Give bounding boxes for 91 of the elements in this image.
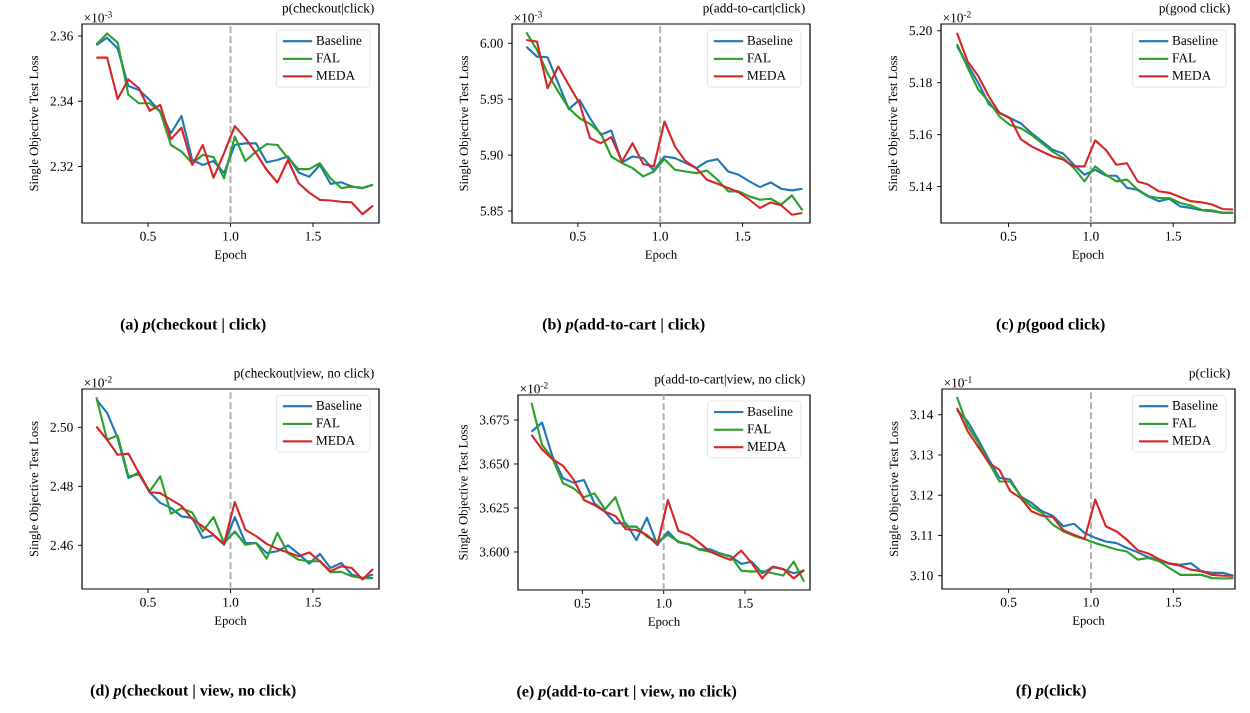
line-series (525, 45, 804, 192)
y-tick-label: 5.85 (480, 206, 503, 216)
y-tick-label: 2.36 (50, 31, 73, 41)
text: (e) p(add-to-cart | view, no click) (517, 685, 737, 700)
legend-label: MEDA (1172, 70, 1212, 80)
text: (f) p(click) (1016, 684, 1086, 699)
y-axis-title: Single Objective Test Loss (29, 55, 41, 191)
legend-label: FAL (316, 53, 340, 63)
text: (b) p(add-to-cart | click) (542, 318, 705, 333)
x-tick-label: 1.0 (1083, 231, 1099, 241)
y-tick-label: 3.10 (910, 571, 933, 581)
x-tick-label: 0.5 (574, 598, 591, 608)
text: ×10$^{-3}$ (514, 11, 542, 23)
y-axis-title: Single Objective Test Loss (459, 55, 471, 191)
text: ×10$^{-2}$ (943, 11, 971, 23)
y-tick-label: 3.11 (911, 530, 933, 540)
y-tick-label: 3.12 (910, 490, 933, 500)
x-tick-label: 1.0 (223, 597, 239, 607)
x-tick-label: 0.5 (140, 231, 156, 241)
y-tick-label: 5.18 (909, 78, 932, 88)
text: ×10$^{-1}$ (944, 376, 972, 388)
x-tick-label: 1.5 (737, 598, 753, 608)
text: (a) p(checkout | click) (120, 318, 266, 333)
x-tick-label: 1.0 (1083, 597, 1099, 607)
x-tick-label: 1.5 (1166, 231, 1182, 241)
chart-subtitle: p(checkout|click) (282, 3, 374, 16)
x-tick-label: 1.5 (305, 231, 321, 241)
y-tick-label: 5.20 (909, 26, 932, 36)
legend-label: MEDA (1172, 435, 1212, 445)
text: ×10$^{-2}$ (84, 376, 112, 388)
y-axis-title: Single Objective Test Loss (888, 55, 900, 191)
x-tick-label: 1.5 (735, 231, 751, 241)
text: (c) p(good click) (996, 318, 1105, 333)
y-axis-title: Single Objective Test Loss (458, 424, 471, 560)
legend-label: MEDA (747, 70, 787, 80)
x-axis-title: Epoch (1072, 249, 1105, 262)
x-tick-label: 1.5 (1166, 597, 1182, 607)
text: ×10$^{-2}$ (520, 382, 548, 394)
y-tick-label: 5.14 (909, 182, 933, 192)
y-axis-title: Single Objective Test Loss (29, 421, 41, 557)
legend-label: FAL (1172, 53, 1196, 63)
x-axis-title: Epoch (1072, 615, 1105, 628)
x-tick-label: 0.5 (570, 231, 586, 241)
legend-label: FAL (747, 53, 771, 63)
y-tick-label: 3.13 (910, 450, 933, 460)
legend-label: Baseline (316, 400, 362, 410)
legend-label: FAL (747, 424, 771, 434)
chart-subtitle: p(checkout|view, no click) (233, 368, 374, 381)
x-tick-label: 1.0 (656, 598, 672, 608)
x-tick-label: 0.5 (1000, 597, 1017, 607)
y-tick-label: 3.625 (479, 503, 509, 513)
x-tick-label: 1.0 (223, 231, 239, 241)
x-tick-label: 0.5 (1000, 231, 1017, 241)
x-axis-title: Epoch (645, 249, 678, 262)
legend-label: FAL (316, 418, 340, 428)
x-tick-label: 1.0 (653, 231, 669, 241)
legend-label: MEDA (747, 441, 787, 451)
y-tick-label: 3.675 (479, 415, 509, 425)
y-tick-label: 2.50 (50, 422, 73, 432)
chart-subtitle: p(add-to-cart|view, no click) (654, 374, 805, 387)
legend-label: Baseline (1172, 400, 1218, 410)
legend-label: Baseline (747, 35, 793, 45)
y-tick-label: 5.95 (480, 94, 503, 104)
legend-label: MEDA (316, 435, 356, 445)
legend-label: Baseline (1172, 35, 1218, 45)
legend-label: FAL (1172, 418, 1196, 428)
x-axis-title: Epoch (214, 615, 247, 628)
y-tick-label: 2.48 (50, 481, 73, 491)
y-tick-label: 5.90 (480, 150, 503, 160)
y-tick-label: 2.34 (50, 96, 74, 106)
text: ×10$^{-3}$ (84, 11, 112, 23)
legend-label: Baseline (316, 35, 362, 45)
legend-label: MEDA (316, 70, 356, 80)
x-axis-title: Epoch (214, 249, 247, 262)
chart-subtitle: p(add-to-cart|click) (702, 3, 805, 16)
y-tick-label: 3.600 (479, 547, 509, 557)
y-tick-label: 3.650 (479, 459, 509, 469)
y-tick-label: 5.16 (909, 130, 932, 140)
y-tick-label: 6.00 (480, 38, 503, 48)
x-tick-label: 0.5 (140, 597, 156, 607)
y-tick-label: 3.14 (910, 410, 934, 420)
chart-subtitle: p(click) (1189, 368, 1230, 381)
line-series (530, 401, 806, 583)
y-tick-label: 2.32 (50, 162, 73, 172)
legend-label: Baseline (747, 406, 793, 416)
y-tick-label: 2.46 (50, 540, 73, 550)
text: (d) p(checkout | view, no click) (90, 684, 296, 699)
x-tick-label: 1.5 (305, 597, 321, 607)
x-axis-title: Epoch (648, 616, 681, 629)
y-axis-title: Single Objective Test Loss (889, 421, 901, 557)
chart-subtitle: p(good click) (1159, 3, 1230, 16)
